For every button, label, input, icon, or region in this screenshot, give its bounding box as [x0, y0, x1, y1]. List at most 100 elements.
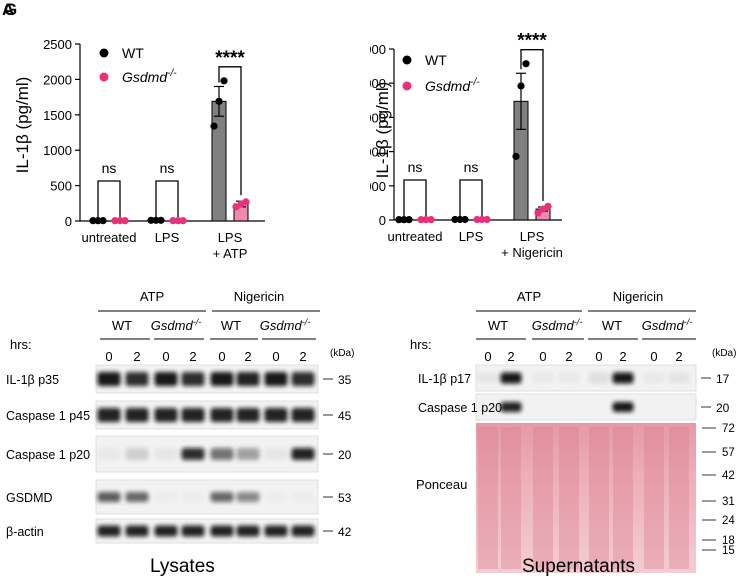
chart2-axes: 010002000300040005000untreatedLPSLPS+ Ni… [370, 42, 563, 260]
lysates-caption: Lysates [150, 556, 215, 577]
kda-value: 20 [716, 401, 730, 415]
blot-band [291, 525, 315, 537]
hrs-value: 2 [133, 349, 140, 364]
blot-band [643, 372, 665, 384]
point-ko [544, 202, 552, 210]
hrs-value: 2 [507, 349, 514, 364]
legend-wt-label: WT [425, 52, 447, 68]
ponceau-lane [644, 427, 664, 569]
ponceau-lane [669, 427, 689, 569]
blot-band [210, 448, 234, 460]
ponceau-lane [478, 427, 498, 569]
point-ko [179, 217, 187, 225]
blot-band [97, 448, 121, 460]
blot-row-label: IL-1β p35 [6, 373, 59, 387]
point-ko [473, 215, 481, 224]
significance-label: ns [464, 159, 479, 175]
sup-hrs-row: 0 2 0 2 0 2 0 2 [484, 349, 682, 364]
lys-hrs-label: hrs: [10, 337, 32, 352]
y-tick-label: 0 [65, 214, 72, 229]
ladder-label: 57 [722, 447, 735, 459]
lys-hrs-row: 0 2 0 2 0 2 0 2 [105, 349, 306, 364]
point-wt [395, 216, 403, 224]
sup-geno-3: WT [602, 318, 622, 333]
blot-band [532, 372, 554, 384]
hrs-value: 0 [539, 349, 546, 364]
hrs-value: 2 [189, 349, 196, 364]
lys-geno-2: Gsdmd-/- [151, 317, 201, 333]
y-tick-label: 1500 [43, 108, 72, 123]
ponceau-label: Ponceau [416, 477, 467, 492]
blot-band [154, 448, 178, 460]
blot-band [236, 448, 260, 460]
y-tick-label: 3000 [370, 110, 386, 125]
panel-letter-a: A [2, 0, 15, 19]
chart2-legend: WT Gsdmd-/- [402, 52, 480, 94]
ponceau-lane [559, 427, 579, 569]
blot-band [291, 408, 315, 422]
y-tick-label: 4000 [370, 76, 386, 91]
blot-band [292, 492, 315, 502]
legend-ko-label: Gsdmd-/- [425, 77, 480, 94]
significance-label: ns [102, 160, 117, 176]
kda-value: 53 [338, 491, 352, 505]
chart1-legend: WT Gsdmd-/- [99, 45, 177, 85]
chart1-bars: ns ns **** [89, 48, 250, 225]
blot-band [612, 372, 634, 384]
significance-bracket [459, 179, 483, 216]
blot-band [97, 525, 121, 537]
point-wt [99, 217, 107, 225]
blot-band [558, 372, 580, 384]
significance-label: **** [517, 31, 547, 52]
point-wt [220, 77, 228, 85]
kda-value: 20 [338, 448, 352, 462]
x-category-label: + ATP [213, 246, 248, 261]
ladder-label: 72 [722, 423, 735, 435]
blot-band [264, 525, 288, 537]
blot-band [236, 492, 260, 502]
blot-band [210, 372, 234, 386]
x-category-label: + Nigericin [501, 245, 563, 260]
significance-bracket [155, 180, 179, 217]
blot-band [264, 408, 288, 422]
blot-band [155, 492, 178, 502]
chart2-ylabel: IL-1β (pg/ml) [373, 82, 392, 179]
blot-band [182, 492, 205, 502]
point-ko [174, 217, 182, 225]
blot-band [97, 372, 121, 386]
x-category-label: LPS [155, 230, 180, 245]
blot-band [500, 402, 522, 412]
blot-band [125, 408, 149, 422]
hrs-value: 0 [484, 349, 491, 364]
lys-geno-4: Gsdmd-/- [260, 317, 310, 333]
blot-band [97, 408, 121, 422]
y-tick-label: 1000 [43, 143, 72, 158]
lys-geno-3: WT [221, 318, 241, 333]
blot-band [181, 525, 205, 537]
supernatants-caption: Supernatants [522, 556, 636, 577]
kda-value: 42 [338, 525, 352, 539]
y-tick-label: 500 [50, 179, 72, 194]
x-category-label: LPS [520, 229, 545, 244]
point-wt [517, 82, 525, 90]
x-category-label: LPS [218, 230, 243, 245]
x-category-label: LPS [459, 229, 484, 244]
ponceau-lane [589, 427, 609, 569]
blot-band [236, 372, 260, 386]
point-ko [116, 217, 124, 225]
blot-row-label: Caspase 1 p20 [418, 401, 502, 415]
hrs-value: 2 [619, 349, 626, 364]
ladder-label: 31 [722, 496, 735, 508]
legend-wt-marker [99, 48, 109, 58]
blot-band [97, 492, 121, 502]
lysates-blot-figure: ATP Nigericin WT Gsdmd-/- WT Gsdmd-/- hr… [6, 289, 354, 544]
significance-label: ns [160, 160, 175, 176]
point-ko [534, 209, 542, 217]
point-ko [242, 198, 250, 206]
legend-wt-label: WT [122, 45, 144, 61]
hrs-value: 0 [272, 349, 279, 364]
hrs-value: 2 [299, 349, 306, 364]
lys-cond-atp: ATP [140, 289, 164, 304]
ladder-label: 42 [722, 470, 735, 482]
